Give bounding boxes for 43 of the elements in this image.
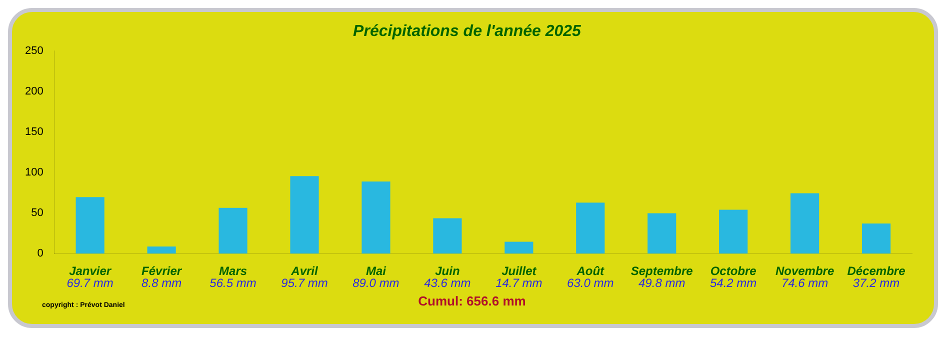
data-label: 37.2 mm [852, 276, 900, 290]
bar [362, 182, 390, 254]
x-tick-label: Avril [290, 264, 318, 278]
data-label: 8.8 mm [142, 276, 182, 290]
bar [76, 197, 104, 254]
x-tick-label: Août [576, 264, 606, 278]
bar [648, 213, 676, 254]
y-tick-label: 0 [37, 248, 44, 260]
bar [576, 202, 605, 254]
bar [504, 242, 534, 254]
x-tick-label: Novembre [775, 264, 834, 278]
data-label: 74.6 mm [781, 276, 828, 290]
bar [862, 223, 891, 254]
x-tick-label: Mars [219, 264, 248, 278]
bar [218, 208, 248, 254]
bar [290, 176, 319, 254]
y-tick-label: 250 [24, 45, 44, 58]
x-tick-label: Septembre [630, 264, 694, 278]
data-label: 56.5 mm [210, 276, 256, 290]
x-tick-label: Juin [435, 264, 460, 278]
data-label: 54.2 mm [710, 276, 757, 290]
bar [790, 193, 820, 254]
x-tick-label: Décembre [847, 264, 906, 278]
data-label: 63.0 mm [567, 276, 614, 290]
text: Cumul: 656.6 mm [418, 294, 526, 309]
data-label: 89.0 mm [352, 276, 400, 290]
bar [719, 210, 748, 254]
x-tick-label: Janvier [69, 264, 112, 278]
x-tick-label: Février [142, 264, 183, 278]
data-label: 14.7 mm [496, 276, 542, 290]
x-tick-label: Octobre [710, 264, 757, 278]
y-tick-label: 50 [31, 207, 44, 220]
y-tick-label: 200 [24, 86, 44, 98]
x-tick-label: Juillet [502, 264, 538, 278]
bar [147, 246, 176, 254]
bar [433, 218, 462, 254]
x-tick-label: Mai [366, 264, 387, 278]
data-label: 43.6 mm [424, 276, 471, 290]
chart-title: Précipitations de l'année 2025 [353, 23, 582, 40]
data-label: 69.7 mm [66, 276, 114, 290]
y-tick-label: 150 [24, 126, 44, 138]
data-label: 95.7 mm [281, 276, 328, 290]
y-tick-label: 100 [24, 166, 44, 179]
